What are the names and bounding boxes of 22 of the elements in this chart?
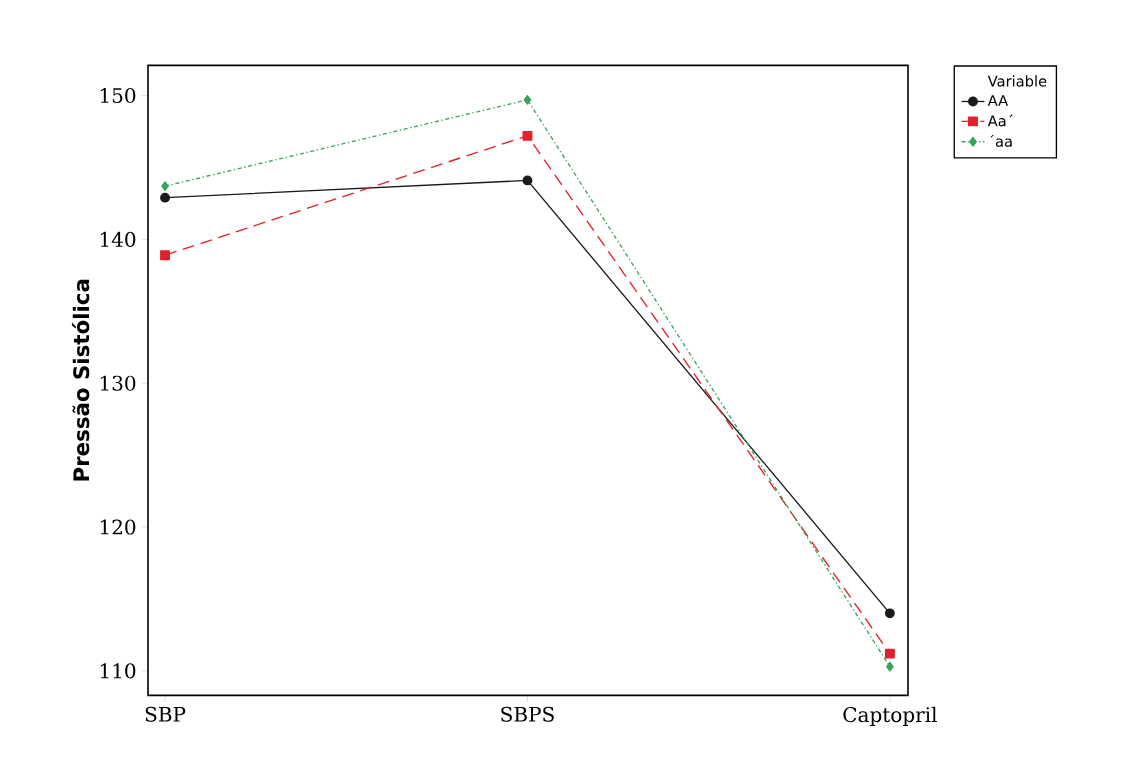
- legend-label: AA: [987, 94, 1009, 106]
- point: [884, 608, 895, 619]
- point: [884, 648, 895, 659]
- y-tick-label: 120: [100, 519, 136, 535]
- point: [886, 661, 894, 672]
- y-tick-label: 110: [100, 663, 136, 679]
- y-tick-label: 130: [100, 375, 136, 391]
- x-tick-label: SBP: [145, 706, 186, 722]
- x-tick-label: Captopril: [843, 706, 937, 726]
- x-tick-label: SBPS: [501, 706, 554, 722]
- y-tick-label: 150: [100, 87, 136, 103]
- point: [523, 94, 532, 105]
- y-axis-title: Pressão Sistólica: [71, 279, 90, 481]
- y-tick-label: 140: [100, 231, 136, 247]
- legend-label: ´aa: [990, 134, 1012, 147]
- point: [160, 192, 170, 203]
- point: [522, 175, 533, 186]
- point: [160, 250, 170, 260]
- legend-title: Variable: [987, 75, 1047, 87]
- point: [522, 130, 533, 141]
- legend-label: Aa´: [987, 114, 1013, 127]
- point: [161, 181, 169, 191]
